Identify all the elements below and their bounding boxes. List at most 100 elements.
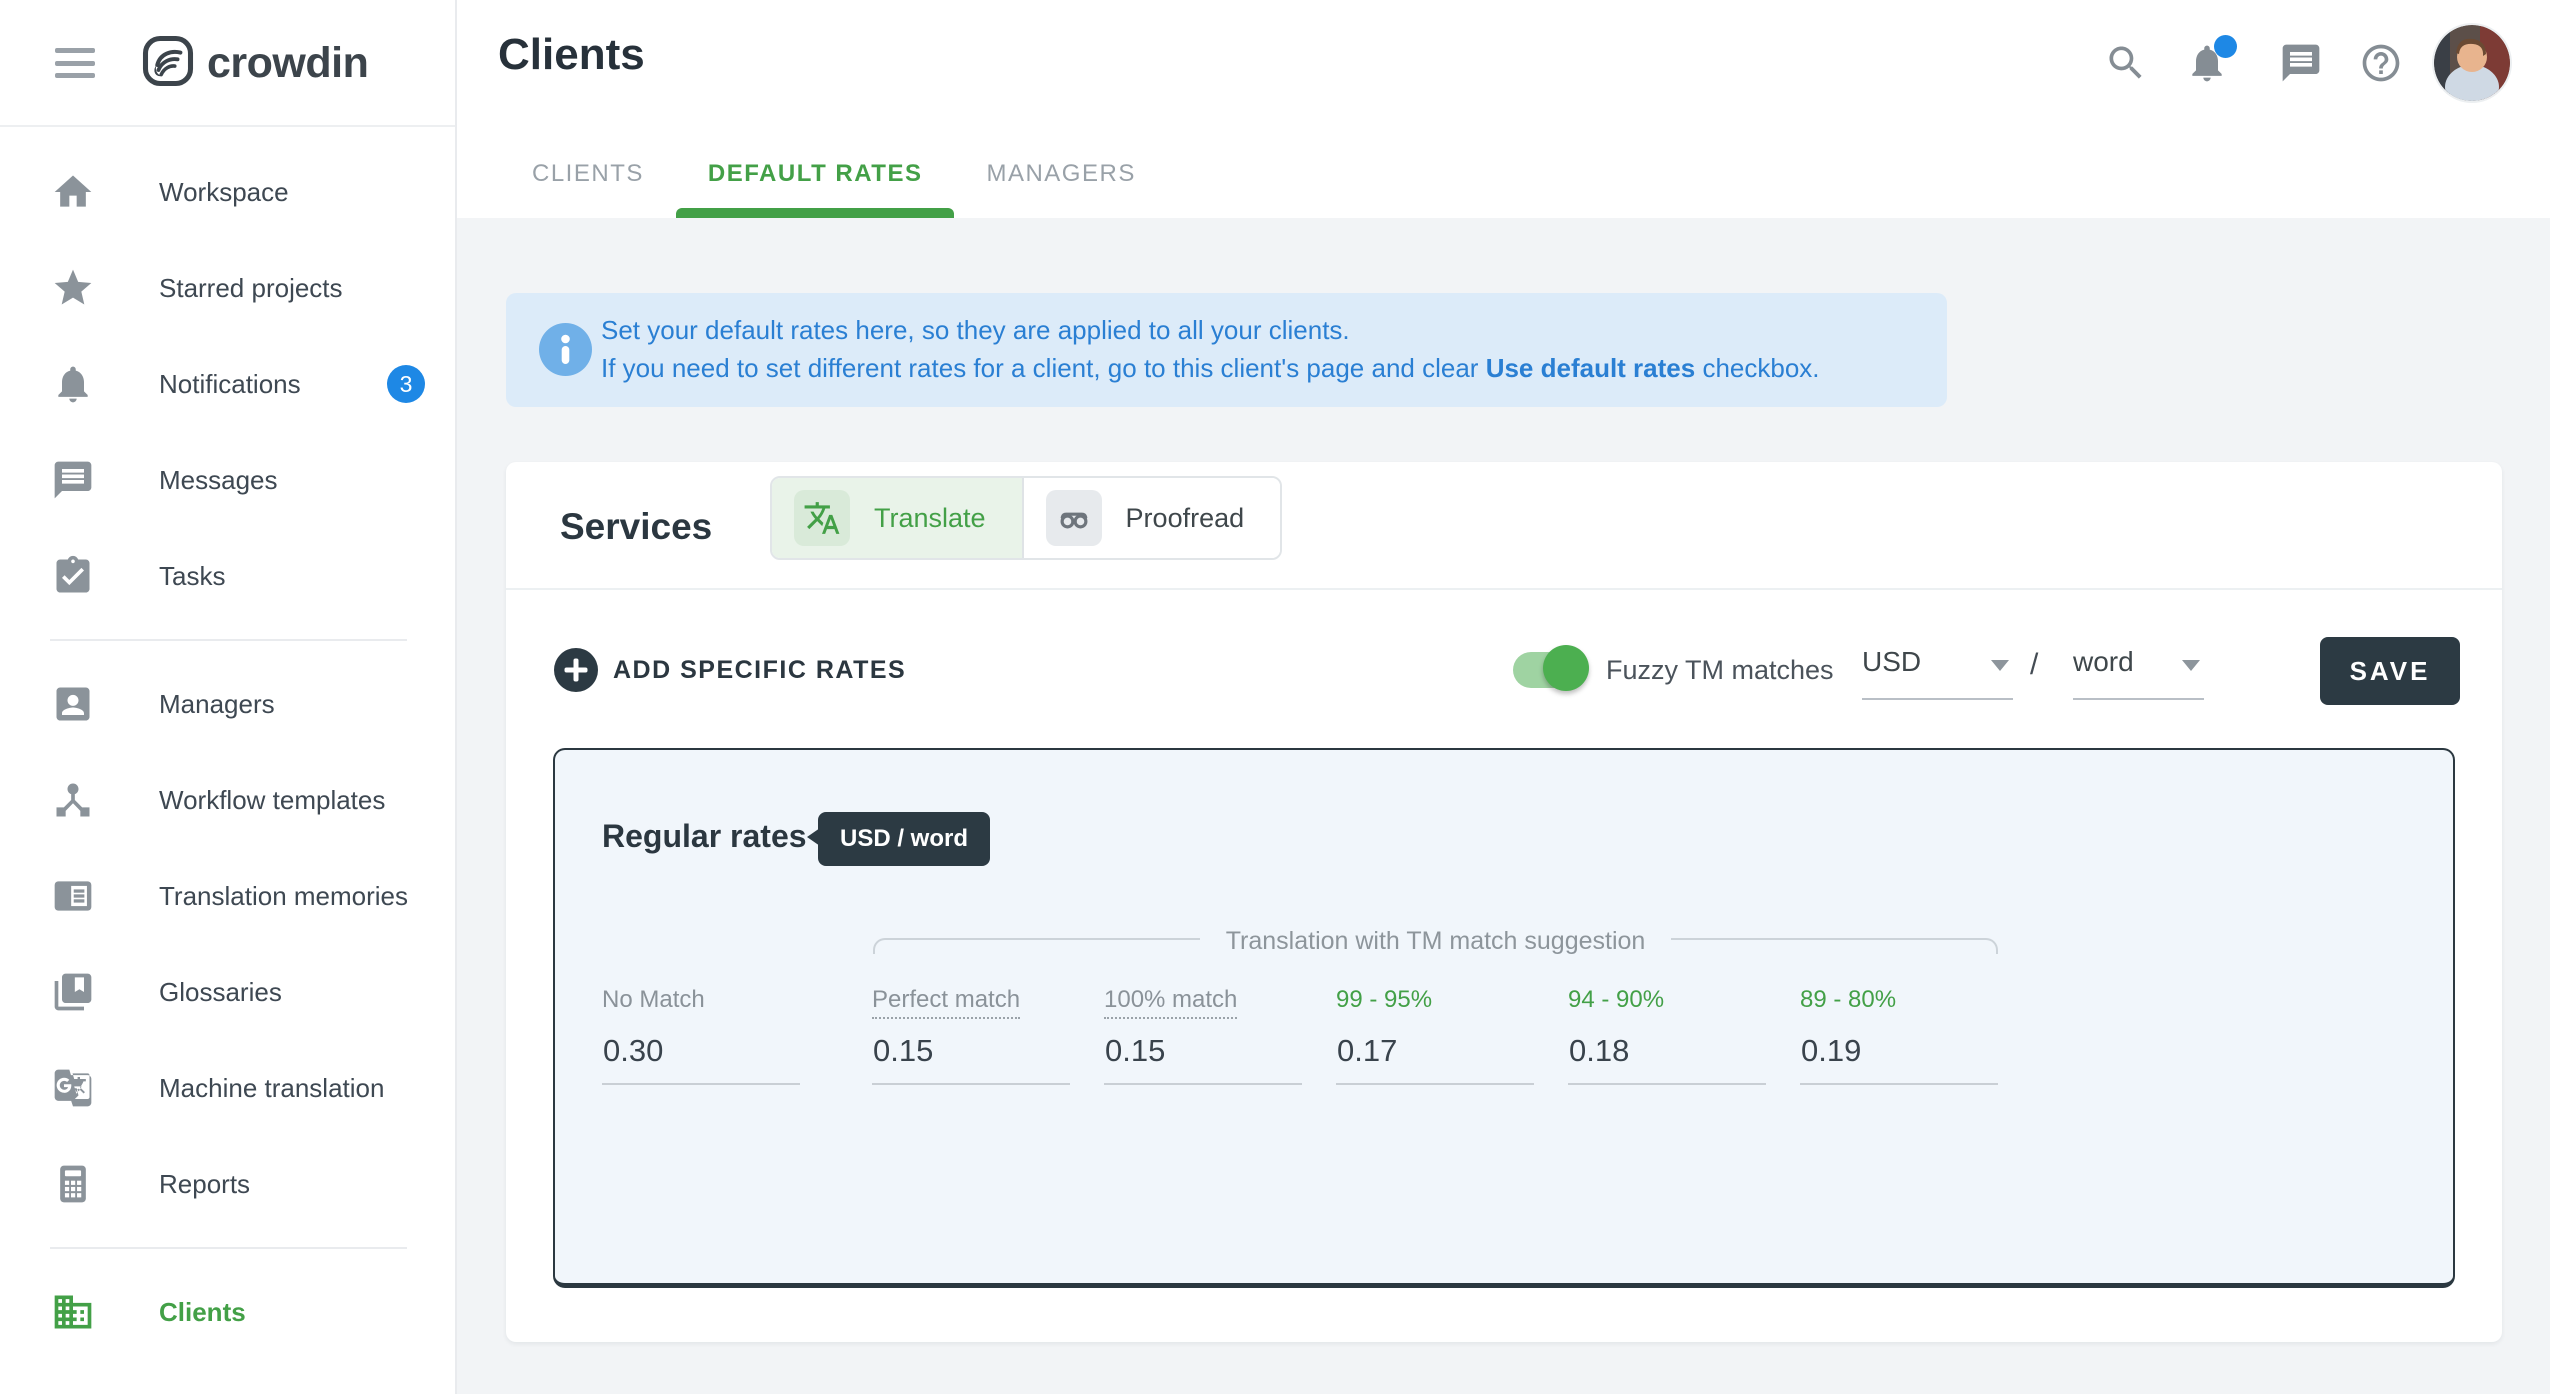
tasks-icon [51,554,95,598]
sidebar-item-glossaries[interactable]: Glossaries [0,944,455,1040]
proofread-service-button[interactable]: Proofread [1023,478,1281,558]
workflow-icon [51,778,95,822]
message-icon [51,458,95,502]
home-icon [51,170,95,214]
sidebar-item-managers[interactable]: Managers [0,656,455,752]
translate-service-label: Translate [874,502,986,533]
sidebar-logo-row: crowdin [0,0,455,127]
content-area: Set your default rates here, so they are… [457,218,2550,1394]
currency-select[interactable]: USD [1862,646,2013,700]
sidebar-item-machine-translation[interactable]: Machine translation [0,1040,455,1136]
rate-input-perfect-match[interactable] [872,1033,1070,1085]
glasses-icon [1045,490,1102,546]
reports-icon [51,1162,95,1206]
unit-select[interactable]: word [2073,646,2204,700]
sidebar-divider [50,639,407,641]
rate-label: 89 - 80% [1800,986,1897,1013]
tab-default-rates[interactable]: DEFAULT RATES [675,130,955,218]
translation-memory-icon [51,874,95,918]
fuzzy-tm-toggle[interactable] [1513,645,1589,691]
bracket-line [1671,938,1999,954]
toggle-knob [1543,645,1589,691]
sidebar-item-workspace[interactable]: Workspace [0,144,455,240]
tab-bar: CLIENTS DEFAULT RATES MANAGERS [500,130,1168,218]
crowdin-logo-icon [141,34,195,93]
crowdin-logo-text: crowdin [207,39,369,87]
service-toggle-group: Translate Proofread [770,476,1283,560]
clients-building-icon [51,1290,95,1334]
chevron-down-icon [2182,660,2200,671]
proofread-service-label: Proofread [1125,502,1245,533]
unit-value: word [2073,646,2134,677]
currency-unit-badge: USD / word [806,812,991,866]
rate-label: 94 - 90% [1568,986,1665,1013]
rate-column-94-90: 94 - 90% [1568,986,1766,1085]
fuzzy-tm-label: Fuzzy TM matches [1606,655,1834,685]
user-avatar[interactable] [2434,25,2510,101]
banner-line-1: Set your default rates here, so they are… [601,315,1350,345]
rate-input-89-80[interactable] [1800,1033,1998,1085]
info-icon [539,323,592,376]
banner-text: Set your default rates here, so they are… [601,311,1820,387]
bracket-label: Translation with TM match suggestion [1225,927,1646,955]
rate-label-tooltip[interactable]: Perfect match [872,986,1021,1019]
services-row: Services Translate Proofread [506,462,2502,590]
rate-input-99-95[interactable] [1336,1033,1534,1085]
crowdin-logo[interactable]: crowdin [141,34,369,93]
sidebar-item-reports[interactable]: Reports [0,1136,455,1232]
sidebar-item-translation-memories[interactable]: Translation memories [0,848,455,944]
default-rates-card: Services Translate Proofread [506,462,2502,1342]
tab-clients[interactable]: CLIENTS [532,160,644,187]
rate-input-100-match[interactable] [1104,1033,1302,1085]
add-specific-rates-button[interactable]: ADD SPECIFIC RATES [613,656,907,684]
machine-translation-icon [51,1066,95,1110]
rate-label-tooltip[interactable]: 100% match [1104,986,1238,1019]
translate-service-button[interactable]: Translate [772,478,1024,558]
rate-label: 99 - 95% [1336,986,1433,1013]
chevron-down-icon [1991,660,2009,671]
sidebar-item-workflow-templates[interactable]: Workflow templates [0,752,455,848]
sidebar-item-starred-projects[interactable]: Starred projects [0,240,455,336]
rate-column-no-match: No Match [602,986,800,1085]
sidebar-nav: Workspace Starred projects Notifications… [0,144,455,1360]
topbar: Clients CLIENTS DEFAULT RATES MANAGERS [457,0,2550,218]
sidebar: crowdin Workspace Starred projects Notif… [0,0,457,1394]
help-icon[interactable] [2359,41,2403,85]
rate-input-94-90[interactable] [1568,1033,1766,1085]
search-icon[interactable] [2104,41,2148,85]
sidebar-item-notifications[interactable]: Notifications 3 [0,336,455,432]
sidebar-item-clients[interactable]: Clients [0,1264,455,1360]
add-specific-rates-plus-icon[interactable] [554,648,598,692]
banner-line-2: If you need to set different rates for a… [601,353,1820,383]
info-banner: Set your default rates here, so they are… [506,293,1947,407]
currency-unit-separator: / [2030,648,2039,681]
rate-column-100-match: 100% match [1104,986,1302,1085]
star-icon [51,266,95,310]
sidebar-item-tasks[interactable]: Tasks [0,528,455,624]
save-button[interactable]: SAVE [2320,637,2460,705]
bracket-line [873,938,1200,954]
rate-column-89-80: 89 - 80% [1800,986,1998,1085]
menu-icon[interactable] [55,48,95,78]
managers-icon [51,682,95,726]
tm-match-bracket: Translation with TM match suggestion [873,926,1999,956]
rate-input-no-match[interactable] [602,1033,800,1085]
use-default-rates-emphasis: Use default rates [1485,353,1696,383]
services-title: Services [560,506,713,547]
regular-rates-title: Regular rates [602,818,807,854]
glossaries-icon [51,970,95,1014]
page-title: Clients [498,30,645,79]
rate-label: No Match [602,986,705,1013]
tab-managers[interactable]: MANAGERS [986,160,1136,187]
currency-value: USD [1862,646,1922,677]
regular-rates-box: Regular rates USD / word Translation wit… [553,748,2455,1288]
sidebar-divider [50,1247,407,1249]
notifications-count-badge: 3 [387,365,425,403]
translate-icon [794,490,850,546]
notifications-bell-icon[interactable] [2185,35,2237,85]
sidebar-item-messages[interactable]: Messages [0,432,455,528]
chat-icon[interactable] [2279,41,2323,85]
rate-column-99-95: 99 - 95% [1336,986,1534,1085]
bell-icon [51,362,95,406]
